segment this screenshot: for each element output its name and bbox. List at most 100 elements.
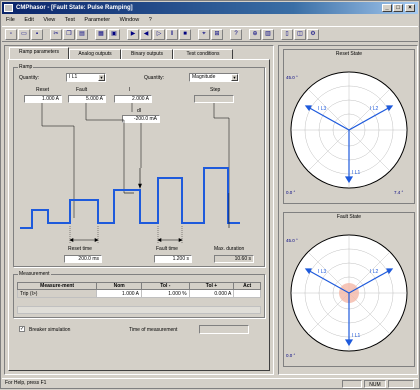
menu-window[interactable]: Window	[119, 17, 140, 23]
table-cell[interactable]	[233, 289, 261, 298]
vector-view-icon[interactable]: ⊕	[249, 29, 261, 40]
reset-time-label: Reset time	[68, 246, 92, 252]
num-indicator: NUM	[364, 380, 386, 388]
reset-label: Reset	[36, 87, 50, 93]
quantity-value: I L1	[69, 74, 78, 80]
angle-label: 45.0 °	[286, 238, 298, 243]
reset-state-phasor: Reset State I L3 I L2 I L1 45.0 ° 0.0 °	[283, 49, 415, 204]
phasor-label-il1: I L1	[352, 333, 361, 339]
tab-analog-outputs[interactable]: Analog outputs	[69, 49, 121, 59]
meter-icon[interactable]: ⊞	[211, 29, 223, 40]
column-header[interactable]: Measure-ment	[16, 282, 98, 290]
tab-test-conditions[interactable]: Test conditions	[173, 49, 233, 59]
fault-value-field[interactable]: 5.000 A	[68, 95, 106, 103]
status-bar: For Help, press F1 NUM	[2, 378, 418, 388]
tab-content: Ramp Quantity: I L1 ▼ Quantity: Magnitud…	[8, 59, 270, 371]
copy-icon[interactable]: ❐	[63, 29, 75, 40]
angle-label: 0.0 °	[286, 353, 296, 358]
minimize-button[interactable]: _	[382, 4, 392, 12]
table-cell[interactable]: 0.000 A	[188, 289, 235, 298]
close-button[interactable]: ×	[405, 4, 415, 12]
column-header[interactable]: Nom	[96, 282, 143, 290]
phasor-label-il3: I L3	[318, 269, 327, 275]
quantity2-select[interactable]: Magnitude ▼	[189, 73, 239, 82]
save-icon[interactable]: ▪	[31, 29, 43, 40]
stop-icon[interactable]: ■	[179, 29, 191, 40]
phasor-label-il2: I L2	[370, 106, 379, 112]
table-view-icon[interactable]: ▥	[262, 29, 274, 40]
window-tile-icon[interactable]: ▯	[281, 29, 293, 40]
step-forward-icon[interactable]: ▷	[153, 29, 165, 40]
table-cell[interactable]: 1.000 A	[96, 289, 143, 298]
quantity2-label: Quantity:	[144, 75, 165, 81]
menu-edit[interactable]: Edit	[24, 17, 34, 23]
fault-time-label: Fault time	[156, 246, 178, 252]
help-icon[interactable]: ?	[230, 29, 242, 40]
tab-ramp-parameters[interactable]: Ramp parameters	[9, 47, 69, 59]
menu-file[interactable]: File	[6, 17, 15, 23]
increment-value-field[interactable]: -200.0 mA	[122, 115, 160, 123]
time-of-measurement-label: Time of measurement	[129, 327, 178, 333]
phasor-label-il3: I L3	[318, 106, 327, 112]
quantity2-value: Magnitude	[192, 74, 216, 80]
breaker-simulation-checkbox[interactable]: ✓	[19, 326, 25, 332]
step-value-field	[194, 95, 234, 103]
column-header[interactable]: Tol -	[141, 282, 190, 290]
delta-label: I	[129, 87, 131, 93]
fault-state-title: Fault State	[336, 214, 362, 220]
fault-phasor-diagram: I L3 I L2 I L1 45.0 ° 0.0 °	[286, 234, 408, 358]
measurement-table: Measure-ment Nom Tol - Tol + Act Trip (I…	[16, 282, 261, 298]
menu-view[interactable]: View	[43, 17, 56, 23]
phasor-label-il1: I L1	[352, 170, 361, 176]
reset-state-title: Reset State	[335, 51, 363, 57]
pause-icon[interactable]: ‖	[166, 29, 178, 40]
fault-state-phasor: Fault State I L3 I L2 I L1 45.0 °	[283, 212, 415, 367]
chevron-down-icon[interactable]: ▼	[98, 74, 105, 81]
angle-label: 0.0 °	[286, 190, 296, 195]
ramp-group-label: Ramp	[18, 64, 34, 70]
breaker-simulation-label: Breaker simulation	[29, 327, 71, 333]
tab-binary-outputs[interactable]: Binary outputs	[121, 49, 173, 59]
status-text: For Help, press F1	[5, 380, 47, 386]
menu-bar: File Edit View Test Parameter Window ?	[2, 15, 418, 25]
chevron-down-icon[interactable]: ▼	[231, 74, 238, 81]
table-scrollbar[interactable]	[17, 306, 261, 314]
angle-label: 45.0 °	[286, 75, 298, 80]
quantity-select[interactable]: I L1 ▼	[66, 73, 106, 82]
menu-test[interactable]: Test	[64, 17, 75, 23]
max-duration-field: 10.60 s	[214, 255, 254, 263]
options-icon[interactable]: ⚙	[307, 29, 319, 40]
measurement-group-label: Measurement	[18, 271, 51, 277]
preview-icon[interactable]: ▣	[108, 29, 120, 40]
cut-icon[interactable]: ✂	[50, 29, 62, 40]
reset-time-field[interactable]: 200.0 ms	[64, 255, 102, 263]
ramp-parameters-panel: Ramp parameters Analog outputs Binary ou…	[4, 45, 274, 375]
status-pane	[388, 380, 414, 388]
reset-phasor-diagram: I L3 I L2 I L1 45.0 ° 0.0 ° 7.4 °	[286, 71, 408, 195]
start-icon[interactable]: ▶	[127, 29, 139, 40]
print-icon[interactable]: ▦	[95, 29, 107, 40]
measure-icon[interactable]: ⌖	[198, 29, 210, 40]
toolbar: ▫ ▭ ▪ ✂ ❐ ▤ ▦ ▣ ▶ ◀ ▷ ‖ ■ ⌖ ⊞ ? ⊕ ▥ ▯ ◫ …	[2, 26, 418, 42]
table-row[interactable]: Trip (I>) 1.000 A 1.000 % 0.000 A	[16, 289, 261, 298]
new-icon[interactable]: ▫	[5, 29, 17, 40]
fault-label: Fault	[76, 87, 88, 93]
window-cascade-icon[interactable]: ◫	[294, 29, 306, 40]
paste-icon[interactable]: ▤	[76, 29, 88, 40]
step-back-icon[interactable]: ◀	[140, 29, 152, 40]
table-cell[interactable]: 1.000 %	[141, 289, 190, 298]
fault-time-field[interactable]: 1.200 s	[154, 255, 192, 263]
column-header[interactable]: Act	[233, 282, 261, 290]
column-header[interactable]: Tol +	[188, 282, 235, 290]
time-of-measurement-field	[199, 325, 249, 334]
menu-help[interactable]: ?	[148, 17, 152, 23]
table-header-row: Measure-ment Nom Tol - Tol + Act	[16, 282, 261, 290]
table-cell[interactable]: Trip (I>)	[16, 289, 98, 298]
maximize-button[interactable]: □	[393, 4, 403, 12]
reset-value-field[interactable]: 1.000 A	[24, 95, 62, 103]
delta-value-field[interactable]: 2.000 A	[114, 95, 152, 103]
measurement-groupbox: Measurement Measure-ment Nom Tol - Tol +…	[13, 271, 265, 318]
menu-parameter[interactable]: Parameter	[84, 17, 111, 23]
ramp-waveform	[20, 103, 240, 243]
open-icon[interactable]: ▭	[18, 29, 30, 40]
